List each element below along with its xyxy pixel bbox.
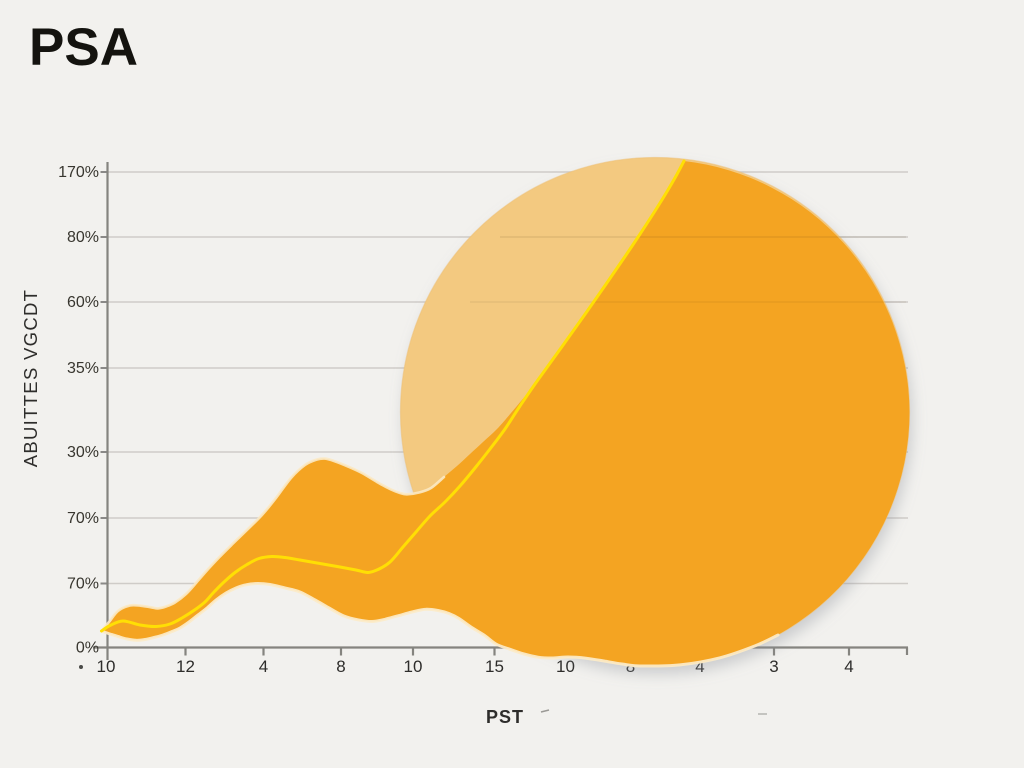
svg-text:80%: 80% — [67, 229, 99, 246]
svg-text:ABUITTES VGCDT: ABUITTES VGCDT — [20, 289, 41, 468]
svg-text:30%: 30% — [67, 444, 99, 461]
svg-text:PST: PST — [486, 707, 524, 727]
svg-text:12: 12 — [176, 657, 195, 676]
svg-text:3: 3 — [769, 657, 778, 676]
svg-text:60%: 60% — [67, 294, 99, 311]
svg-text:70%: 70% — [67, 576, 99, 593]
svg-text:15: 15 — [485, 657, 504, 676]
svg-text:4: 4 — [259, 657, 268, 676]
svg-text:0%: 0% — [76, 640, 99, 657]
svg-text:4: 4 — [695, 657, 704, 676]
svg-text:PSA: PSA — [29, 18, 138, 77]
svg-text:10: 10 — [404, 657, 423, 676]
svg-text:10: 10 — [97, 657, 116, 676]
svg-text:170%: 170% — [58, 164, 99, 181]
svg-text:8: 8 — [336, 657, 345, 676]
svg-text:4: 4 — [844, 657, 853, 676]
svg-text:10: 10 — [556, 657, 575, 676]
svg-text:35%: 35% — [67, 360, 99, 377]
svg-text:70%: 70% — [67, 510, 99, 527]
